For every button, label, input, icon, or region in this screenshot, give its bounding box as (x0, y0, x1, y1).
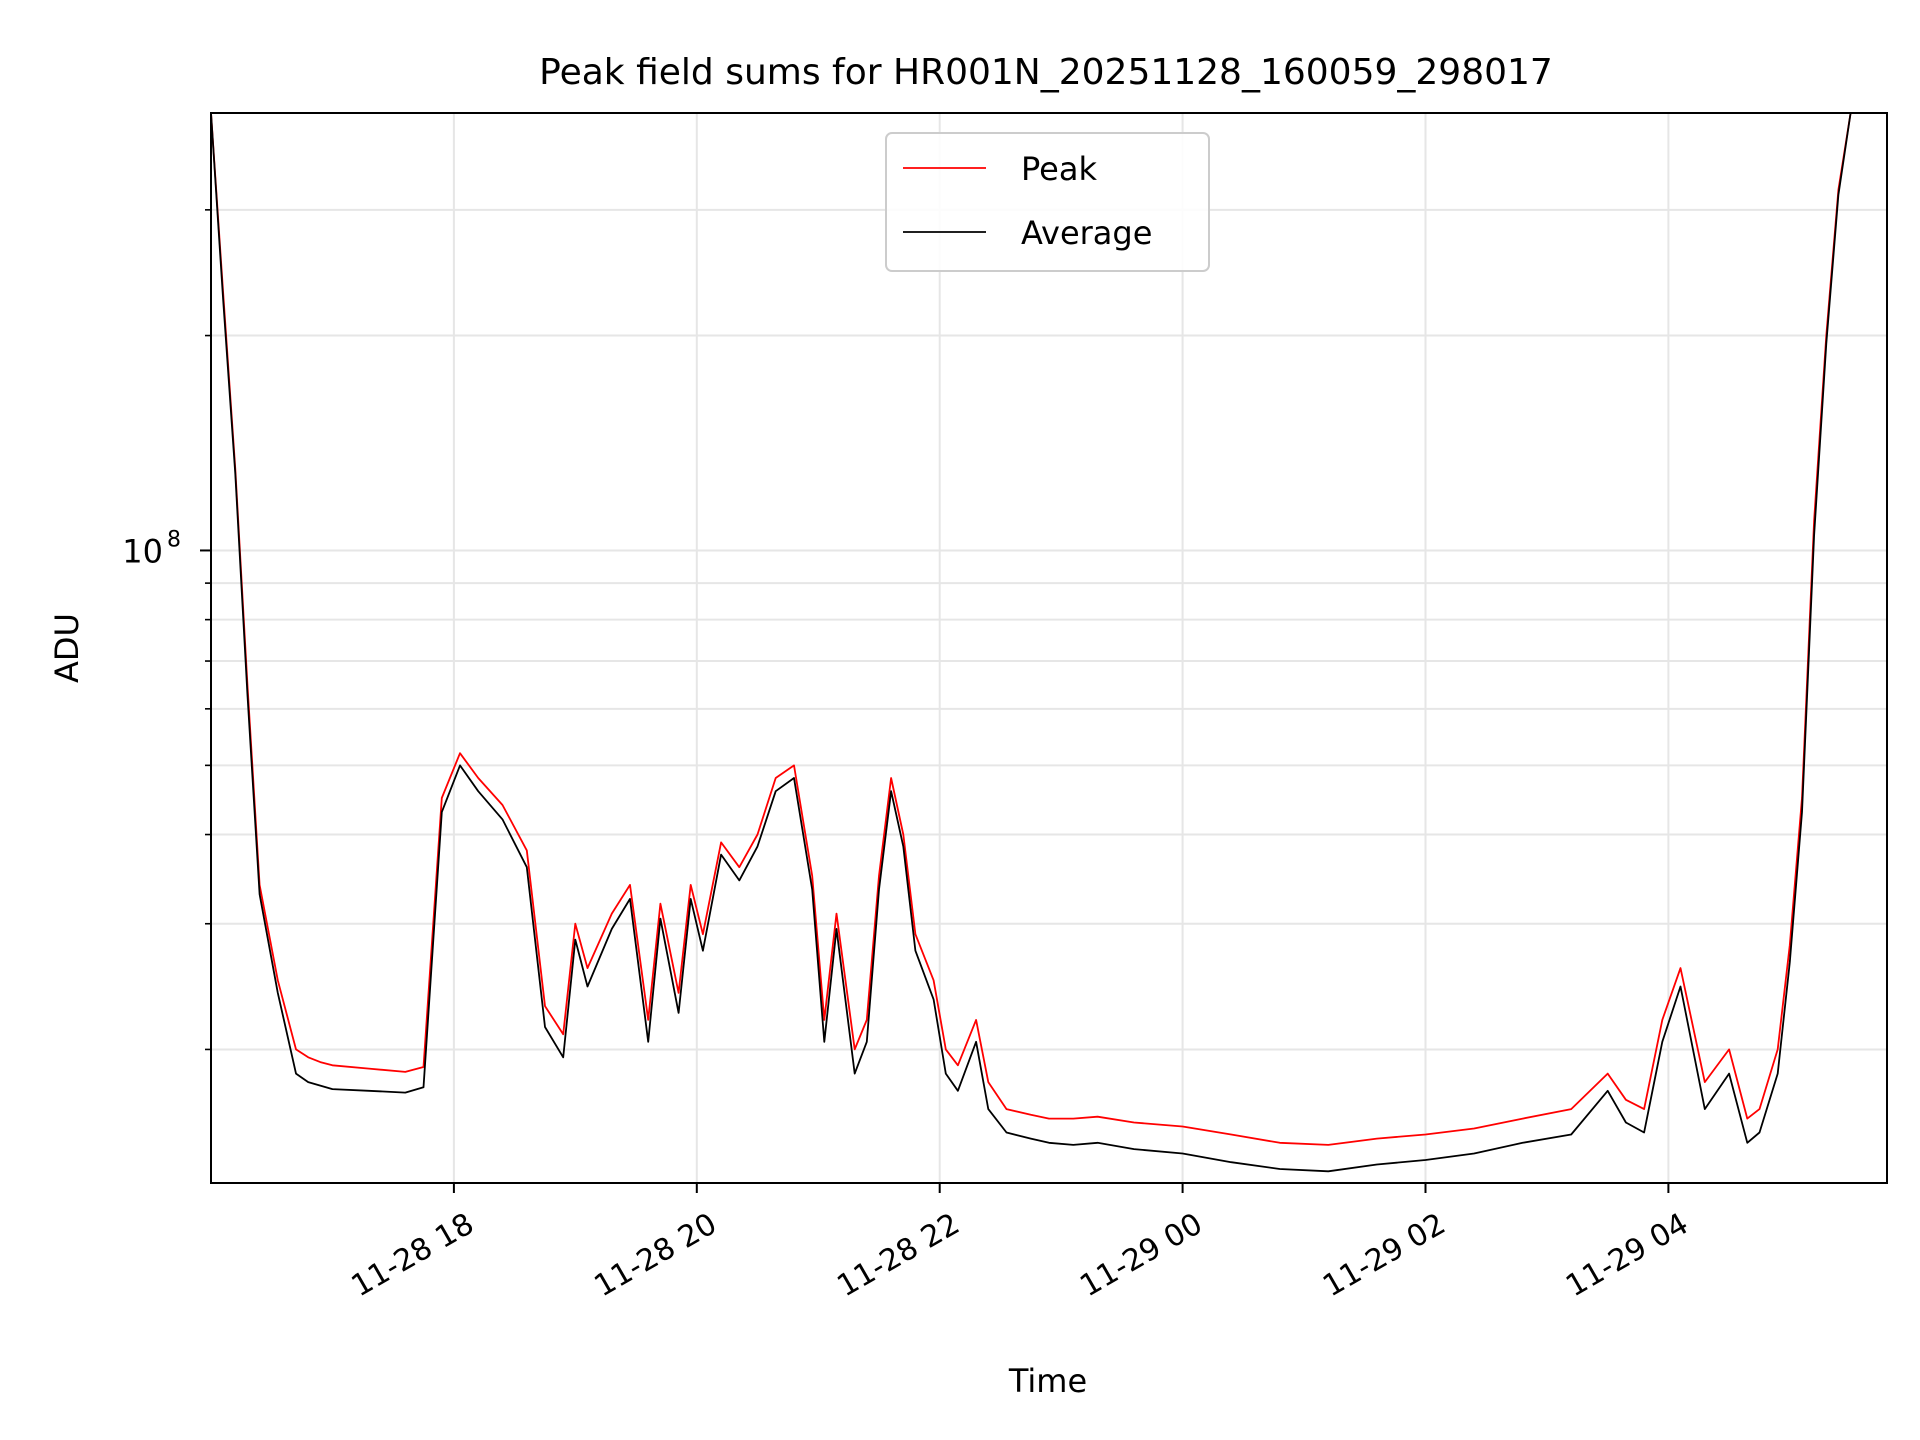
series-layer (211, 113, 1887, 1173)
average-series-line (211, 113, 1887, 1173)
legend-average-label: Average (1021, 214, 1152, 252)
y-tick-label-base: 10 (122, 532, 163, 570)
peak-series-line (211, 113, 1887, 1146)
y-tick-label: 10 (122, 532, 163, 570)
grid (211, 113, 1887, 1183)
y-tick-label-exponent: 8 (167, 527, 181, 552)
y-axis: 10 8 (122, 209, 211, 1051)
x-axis-label: Time (1008, 1362, 1087, 1400)
chart-title: Peak field sums for HR001N_20251128_1600… (539, 52, 1553, 93)
y-axis-label: ADU (48, 613, 86, 683)
legend-peak-label: Peak (1021, 150, 1097, 188)
legend: Peak Average (885, 132, 1210, 272)
plot-frame (210, 112, 1888, 1184)
